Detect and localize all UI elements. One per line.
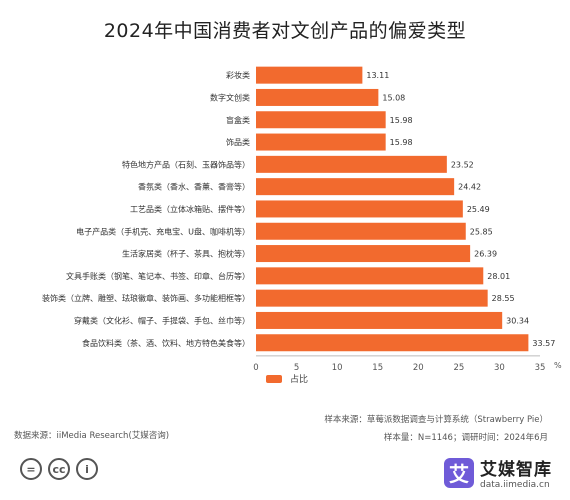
value-label: 30.34	[506, 316, 529, 325]
category-label: 食品饮料类（茶、酒、饮料、地方特色美食等）	[82, 338, 250, 348]
x-tick-label: 25	[453, 363, 464, 373]
brand-url: data.iimedia.cn	[480, 480, 550, 490]
bars-group	[256, 66, 529, 352]
value-label: 23.52	[451, 160, 474, 169]
bar	[256, 66, 363, 84]
bar	[256, 334, 529, 352]
x-tick-label: 30	[494, 363, 505, 373]
value-label: 28.55	[492, 294, 515, 303]
category-label: 穿戴类（文化衫、帽子、手提袋、手包、丝巾等）	[74, 315, 250, 325]
value-label: 25.85	[470, 227, 493, 236]
bar	[256, 267, 484, 285]
value-labels-group: 13.11 15.08 15.98 15.98 23.52 24.42 25.49 25.85…	[366, 71, 555, 348]
x-unit-label: %	[554, 361, 562, 370]
x-tick-label: 15	[372, 363, 383, 373]
value-label: 13.11	[366, 71, 389, 80]
bar	[256, 178, 455, 196]
category-label: 特色地方产品（石刻、玉器饰品等）	[122, 159, 250, 169]
legend-swatch	[266, 374, 282, 383]
category-label: 彩妆类	[226, 70, 250, 80]
value-label: 24.42	[458, 183, 481, 192]
category-label: 饰品类	[226, 137, 250, 147]
category-label: 数字文创类	[210, 92, 250, 102]
value-label: 33.57	[532, 339, 555, 348]
bar	[256, 155, 447, 173]
value-label: 15.98	[390, 116, 413, 125]
bar	[256, 111, 386, 129]
x-tick-label: 20	[413, 363, 424, 373]
category-label: 生活家居类（杯子、茶具、抱枕等）	[122, 249, 250, 259]
x-tick-label: 10	[332, 363, 343, 373]
category-label: 香氛类（香水、香薰、香膏等）	[138, 182, 250, 192]
sample-source: 样本来源：草莓派数据调查与计算系统（Strawberry Pie）	[324, 415, 548, 425]
value-label: 15.08	[382, 93, 405, 102]
x-tick-label: 35	[535, 363, 546, 373]
cc-icon: cc	[48, 458, 70, 480]
person-icon: i	[76, 458, 98, 480]
legend-label: 占比	[290, 375, 309, 385]
bar	[256, 222, 466, 240]
data-source: 数据来源：iiMedia Research(艾媒咨询)	[14, 431, 170, 441]
license-icons: = cc i	[20, 458, 98, 480]
brand-name: 艾媒智库	[480, 460, 552, 480]
sample-size: 样本量：N=1146；调研时间：2024年6月	[383, 433, 548, 443]
category-label: 工艺品类（立体冰箱贴、摆件等）	[130, 204, 250, 214]
chart-title: 2024年中国消费者对文创产品的偏爱类型	[103, 20, 467, 42]
legend: 占比	[266, 372, 308, 385]
equal-icon: =	[20, 458, 42, 480]
value-label: 26.39	[474, 250, 497, 259]
category-label: 装饰类（立牌、雕塑、珐琅徽章、装饰画、多功能相框等）	[42, 293, 250, 303]
value-label: 25.49	[467, 205, 490, 214]
x-tick-label: 0	[253, 363, 258, 373]
value-label: 15.98	[390, 138, 413, 147]
category-label: 电子产品类（手机壳、充电宝、U盘、咖啡机等）	[76, 226, 250, 236]
category-label: 盲盒类	[226, 115, 250, 125]
brand-mark-icon: 艾	[444, 457, 474, 488]
source-notes: 样本来源：草莓派数据调查与计算系统（Strawberry Pie） 样本量：N=…	[324, 411, 548, 447]
bar	[256, 200, 463, 218]
x-axis-group: 0 5 10 15 20 25 30 35%	[253, 355, 562, 373]
bar	[256, 245, 471, 263]
bar	[256, 311, 503, 329]
value-label: 28.01	[487, 272, 510, 281]
x-tick-label: 5	[294, 363, 299, 373]
bar	[256, 289, 488, 307]
bar	[256, 88, 379, 106]
brand-logo: 艾 艾媒智库 data.iimedia.cn	[444, 455, 552, 490]
category-label: 文具手账类（钢笔、笔记本、书签、印章、台历等）	[66, 271, 250, 281]
bar	[256, 133, 386, 151]
